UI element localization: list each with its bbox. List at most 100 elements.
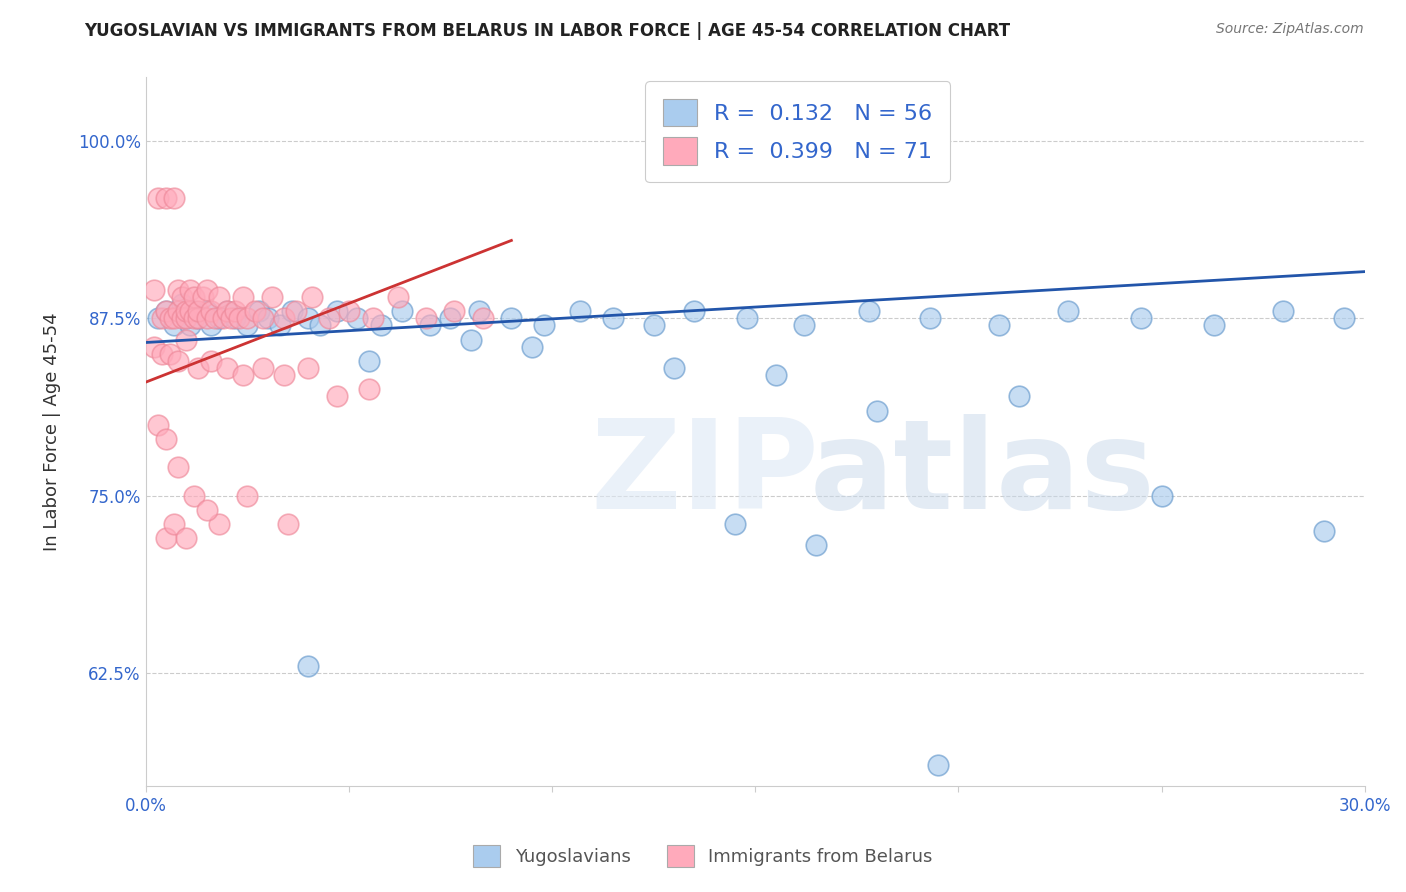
Point <box>281 304 304 318</box>
Point <box>662 361 685 376</box>
Point <box>142 283 165 297</box>
Point <box>419 318 441 333</box>
Point <box>1313 524 1336 538</box>
Point <box>245 304 267 318</box>
Point <box>208 311 231 326</box>
Point <box>174 333 197 347</box>
Point <box>146 191 169 205</box>
Point <box>215 361 238 376</box>
Point <box>215 304 238 318</box>
Point <box>179 283 201 297</box>
Point <box>325 389 347 403</box>
Point <box>174 311 197 326</box>
Point <box>301 290 323 304</box>
Point <box>337 304 360 318</box>
Point <box>391 304 413 318</box>
Point <box>309 318 332 333</box>
Point <box>224 311 246 326</box>
Point <box>179 304 201 318</box>
Point <box>191 290 214 304</box>
Point <box>346 311 368 326</box>
Point <box>643 318 665 333</box>
Point <box>159 347 181 361</box>
Point <box>297 311 319 326</box>
Point <box>988 318 1011 333</box>
Point <box>172 297 194 311</box>
Point <box>602 311 624 326</box>
Point <box>249 304 271 318</box>
Point <box>252 361 274 376</box>
Y-axis label: In Labor Force | Age 45-54: In Labor Force | Age 45-54 <box>44 312 60 551</box>
Point <box>232 368 254 383</box>
Point <box>155 304 177 318</box>
Point <box>212 311 235 326</box>
Text: Source: ZipAtlas.com: Source: ZipAtlas.com <box>1216 22 1364 37</box>
Point <box>183 489 205 503</box>
Point <box>273 368 295 383</box>
Point <box>1130 311 1153 326</box>
Point <box>174 304 197 318</box>
Point <box>163 318 186 333</box>
Point <box>155 304 177 318</box>
Point <box>1057 304 1080 318</box>
Point <box>142 340 165 354</box>
Point <box>163 191 186 205</box>
Point <box>858 304 880 318</box>
Point <box>187 361 209 376</box>
Point <box>146 311 169 326</box>
Point <box>155 432 177 446</box>
Point <box>471 311 494 326</box>
Text: YUGOSLAVIAN VS IMMIGRANTS FROM BELARUS IN LABOR FORCE | AGE 45-54 CORRELATION CH: YUGOSLAVIAN VS IMMIGRANTS FROM BELARUS I… <box>84 22 1011 40</box>
Point <box>183 290 205 304</box>
Point <box>183 311 205 326</box>
Point <box>793 318 815 333</box>
Point <box>285 304 308 318</box>
Point <box>150 347 173 361</box>
Point <box>228 311 250 326</box>
Point <box>415 311 437 326</box>
Point <box>146 417 169 432</box>
Point <box>460 333 482 347</box>
Point <box>179 318 201 333</box>
Point <box>187 304 209 318</box>
Legend: R =  0.132   N = 56, R =  0.399   N = 71: R = 0.132 N = 56, R = 0.399 N = 71 <box>645 81 950 182</box>
Point <box>167 354 190 368</box>
Point <box>533 318 555 333</box>
Point <box>195 502 218 516</box>
Point <box>1150 489 1173 503</box>
Point <box>183 304 205 318</box>
Point <box>174 311 197 326</box>
Point <box>439 311 461 326</box>
Point <box>866 403 889 417</box>
Point <box>501 311 523 326</box>
Point <box>200 354 222 368</box>
Point <box>318 311 340 326</box>
Point <box>172 290 194 304</box>
Point <box>200 318 222 333</box>
Text: atlas: atlas <box>810 414 1156 535</box>
Point <box>174 531 197 545</box>
Point <box>232 290 254 304</box>
Point <box>236 311 259 326</box>
Point <box>735 311 758 326</box>
Point <box>927 757 949 772</box>
Point <box>260 290 283 304</box>
Point <box>297 361 319 376</box>
Point <box>1204 318 1226 333</box>
Point <box>765 368 787 383</box>
Point <box>224 304 246 318</box>
Point <box>163 311 186 326</box>
Point <box>155 191 177 205</box>
Point <box>219 311 242 326</box>
Point <box>359 382 381 396</box>
Point <box>208 290 231 304</box>
Point <box>155 531 177 545</box>
Point <box>204 311 226 326</box>
Point <box>200 304 222 318</box>
Point <box>236 318 259 333</box>
Point <box>359 354 381 368</box>
Point <box>167 460 190 475</box>
Point <box>172 311 194 326</box>
Point <box>1008 389 1031 403</box>
Point <box>443 304 465 318</box>
